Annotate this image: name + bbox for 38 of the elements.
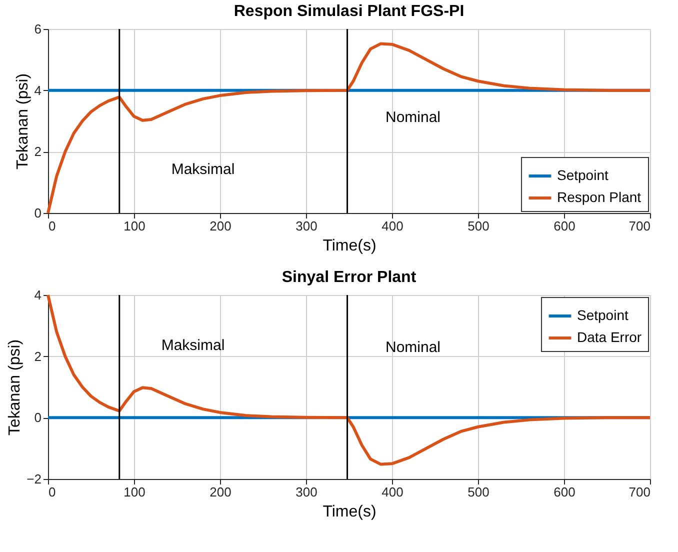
y-tick-label: 4 [34, 82, 42, 98]
x-tick-label: 100 [124, 484, 146, 500]
y-tick-label: 0 [34, 410, 42, 426]
legend-label: Setpoint [557, 167, 608, 183]
legend-label: Respon Plant [557, 189, 642, 205]
annotation: Maksimal [161, 337, 225, 354]
x-tick-label: 200 [210, 218, 232, 234]
x-tick-label: 300 [296, 218, 318, 234]
x-axis-title: Time(s) [322, 238, 376, 254]
x-tick-label: 0 [48, 484, 56, 500]
x-tick-label: 300 [296, 484, 318, 500]
x-tick-label: 500 [468, 218, 490, 234]
y-tick-label: 2 [34, 348, 42, 364]
x-tick-label: 400 [382, 218, 404, 234]
x-tick-label: 200 [210, 484, 232, 500]
chart-title: Respon Simulasi Plant FGS-PI [234, 3, 464, 20]
x-tick-label: 600 [554, 484, 576, 500]
annotation: Nominal [385, 339, 441, 356]
x-tick-label: 700 [628, 484, 650, 500]
legend-label: Data Error [577, 329, 642, 345]
chart-title: Sinyal Error Plant [282, 269, 417, 286]
annotation: Nominal [385, 109, 441, 126]
x-tick-label: 600 [554, 218, 576, 234]
y-axis-title: Tekanan (psi) [14, 73, 32, 170]
x-tick-label: 400 [382, 484, 404, 500]
y-tick-label: 0 [34, 206, 42, 220]
x-tick-label: 500 [468, 484, 490, 500]
y-tick-label: −2 [26, 472, 42, 486]
x-tick-label: 700 [628, 218, 650, 234]
x-axis-title: Time(s) [322, 504, 376, 520]
y-tick-label: 2 [34, 144, 42, 160]
y-tick-label: 6 [34, 22, 42, 36]
x-tick-label: 100 [124, 218, 146, 234]
y-axis-title: Tekanan (psi) [6, 339, 24, 436]
x-tick-label: 0 [48, 218, 56, 234]
y-tick-label: 4 [34, 288, 42, 302]
legend-label: Setpoint [577, 307, 628, 323]
annotation: Maksimal [171, 161, 235, 178]
